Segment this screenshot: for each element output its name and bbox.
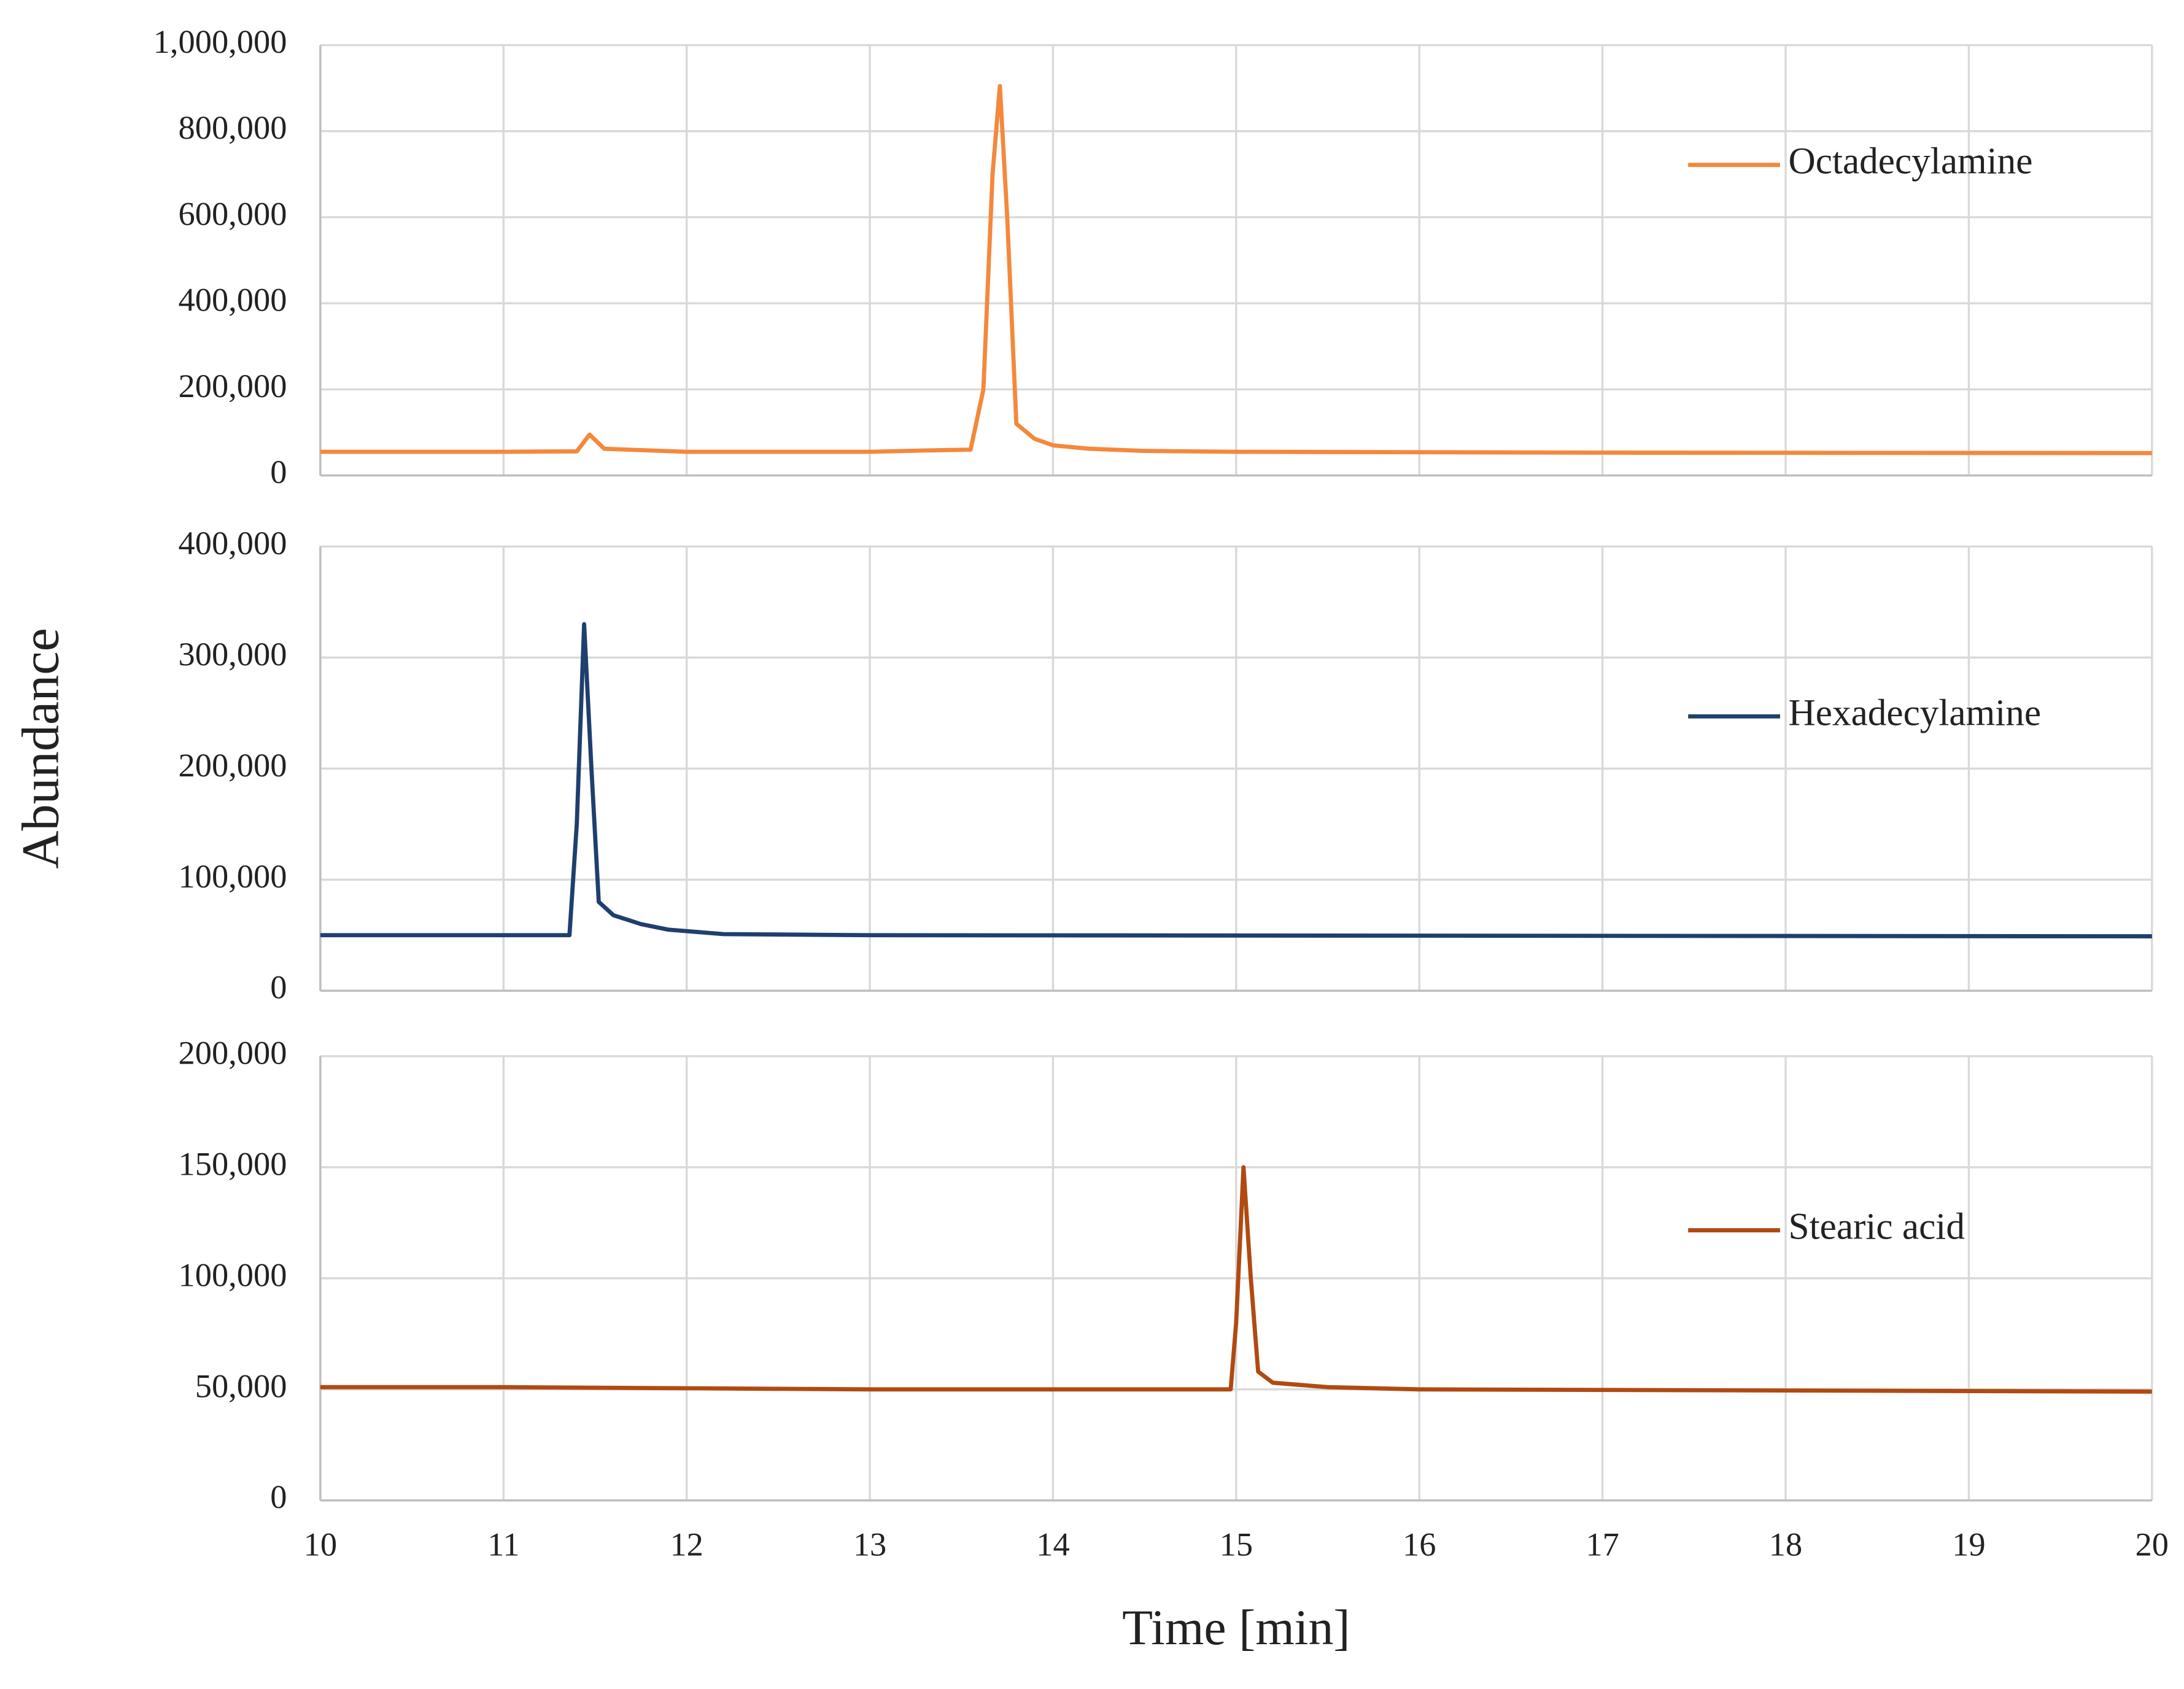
legend-label: Octadecylamine — [1789, 141, 2033, 182]
y-tick-label: 400,000 — [179, 281, 287, 319]
y-tick-label: 100,000 — [179, 857, 287, 895]
line-series — [320, 622, 2152, 938]
x-tick-label: 18 — [1769, 1525, 1802, 1563]
y-tick-label: 400,000 — [179, 524, 287, 562]
x-tick-label: 16 — [1403, 1525, 1436, 1563]
x-tick-label: 13 — [853, 1525, 886, 1563]
y-tick-label: 600,000 — [179, 195, 287, 232]
x-tick-label: 19 — [1952, 1525, 1985, 1563]
x-axis-label: Time [min] — [1122, 1599, 1350, 1655]
line-series — [320, 1165, 2152, 1394]
line-series — [320, 83, 2152, 455]
y-tick-label: 200,000 — [179, 1034, 287, 1071]
x-tick-label: 10 — [304, 1525, 337, 1563]
y-tick-label: 100,000 — [179, 1256, 287, 1293]
y-tick-label: 300,000 — [179, 635, 287, 673]
y-tick-label: 150,000 — [179, 1145, 287, 1182]
x-tick-label: 12 — [670, 1525, 703, 1563]
y-tick-label: 200,000 — [179, 367, 287, 404]
x-tick-label: 15 — [1220, 1525, 1253, 1563]
y-tick-label: 50,000 — [195, 1367, 287, 1404]
y-axis-label: Abundance — [11, 628, 70, 869]
y-tick-label: 200,000 — [179, 746, 287, 784]
legend-label: Stearic acid — [1789, 1206, 1965, 1248]
y-tick-label: 0 — [270, 968, 287, 1006]
x-tick-label: 17 — [1586, 1525, 1619, 1563]
x-tick-label: 20 — [2136, 1525, 2169, 1563]
y-tick-label: 0 — [270, 1478, 287, 1515]
y-tick-label: 0 — [270, 453, 287, 490]
y-tick-label: 800,000 — [179, 109, 287, 146]
x-tick-label: 11 — [487, 1525, 519, 1563]
legend-label: Hexadecylamine — [1789, 692, 2042, 733]
x-tick-label: 14 — [1036, 1525, 1069, 1563]
y-tick-label: 1,000,000 — [153, 23, 287, 60]
